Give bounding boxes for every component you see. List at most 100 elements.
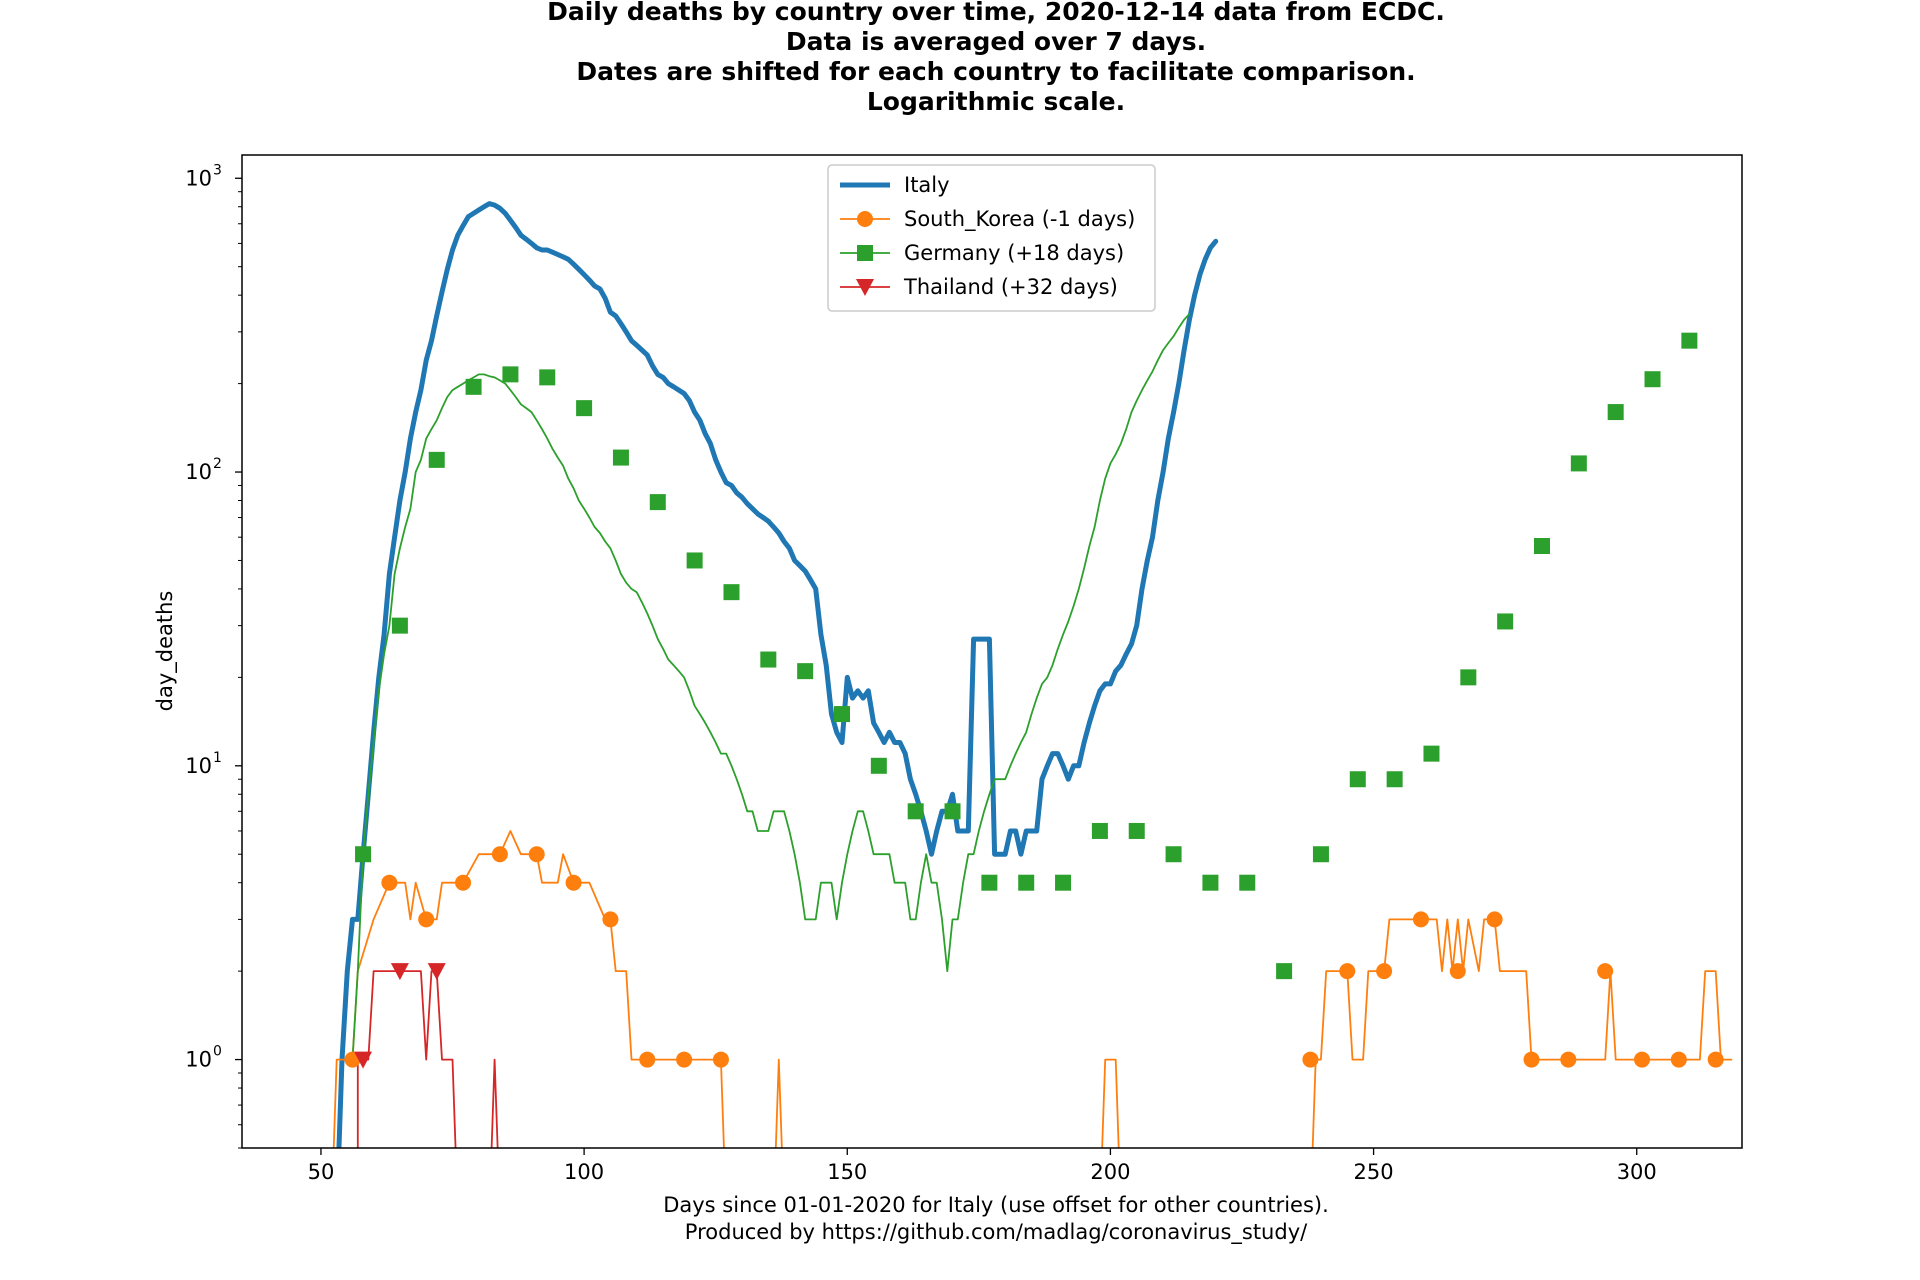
x-tick-label: 300: [1617, 1160, 1657, 1184]
data-point: [1202, 874, 1219, 891]
data-point: [491, 846, 508, 863]
data-point: [944, 803, 961, 820]
y-tick-exponent: 2: [213, 456, 222, 472]
x-axis-label-line-2: Produced by https://github.com/madlag/co…: [685, 1220, 1308, 1245]
data-point: [576, 400, 593, 417]
data-point: [1560, 1051, 1577, 1068]
y-tick-label: 10: [185, 754, 212, 778]
series-line-3: [356, 970, 499, 1148]
title-line-1: Daily deaths by country over time, 2020-…: [547, 0, 1445, 26]
data-point: [1412, 911, 1429, 928]
data-point: [1276, 963, 1293, 980]
data-point: [1091, 822, 1108, 839]
legend-label-2: Germany (+18 days): [904, 241, 1124, 265]
data-point: [1055, 874, 1072, 891]
x-tick-label: 250: [1354, 1160, 1394, 1184]
data-point: [1634, 1051, 1650, 1068]
data-point: [502, 366, 519, 383]
data-point: [760, 651, 777, 668]
data-point: [1423, 745, 1440, 762]
title-line-2: Data is averaged over 7 days.: [786, 27, 1206, 56]
data-point: [1239, 874, 1256, 891]
data-point: [1534, 538, 1550, 555]
data-point: [1376, 963, 1393, 980]
data-point: [355, 846, 372, 863]
legend: Italy South_Korea (-1 days) Germany (+18 d…: [827, 164, 1156, 312]
marker-layer: [344, 332, 1724, 1069]
data-point: [639, 1051, 656, 1068]
legend-label-1: South_Korea (-1 days): [904, 207, 1135, 232]
data-point: [565, 874, 582, 891]
x-tick-label: 150: [827, 1160, 867, 1184]
chart-title: Daily deaths by country over time, 2020-…: [547, 0, 1445, 116]
data-point: [1312, 846, 1329, 863]
data-point: [391, 617, 408, 634]
data-point: [1681, 332, 1698, 349]
legend-marker-3: [856, 279, 874, 296]
legend-label-3: Thailand (+32 days): [903, 275, 1118, 299]
legend-box: [827, 164, 1156, 312]
x-tick-label: 50: [308, 1160, 335, 1184]
data-point: [1386, 771, 1403, 788]
title-line-3: Dates are shifted for each country to fa…: [576, 57, 1415, 86]
data-point: [712, 1051, 729, 1068]
data-point: [1486, 911, 1503, 928]
data-point: [539, 369, 556, 386]
data-point: [723, 584, 740, 601]
x-tick-label: 100: [564, 1160, 604, 1184]
data-point: [1644, 371, 1661, 388]
data-point: [834, 706, 850, 723]
data-point: [390, 963, 409, 981]
data-point: [1607, 404, 1624, 421]
data-point: [981, 874, 998, 891]
series-line-0: [336, 201, 1219, 1148]
data-point: [465, 378, 482, 395]
y-tick-exponent: 3: [213, 162, 222, 178]
plot-frame: [241, 154, 1743, 1149]
y-tick-label: 10: [185, 166, 212, 190]
data-point: [1460, 669, 1477, 686]
y-tick-label: 10: [185, 460, 212, 484]
data-point: [1523, 1051, 1540, 1068]
data-point: [676, 1051, 693, 1068]
data-point: [1449, 963, 1466, 980]
data-point: [797, 663, 814, 680]
y-tick-exponent: 0: [213, 1044, 222, 1060]
data-point: [1597, 963, 1614, 980]
series-line-2: [351, 313, 1191, 1061]
data-point: [1670, 1051, 1687, 1068]
data-point: [686, 552, 703, 569]
data-point: [1339, 963, 1356, 980]
data-point: [1707, 1051, 1724, 1068]
y-tick-label: 10: [185, 1048, 212, 1072]
data-point: [907, 803, 924, 820]
y-tick-exponent: 1: [213, 750, 222, 766]
series-layer: [332, 201, 1733, 1148]
data-point: [602, 911, 619, 928]
data-point: [870, 757, 887, 774]
data-point: [418, 911, 435, 928]
data-point: [1302, 1051, 1319, 1068]
data-point: [1128, 822, 1145, 839]
data-point: [428, 451, 445, 468]
y-axis-label: day_deaths: [153, 591, 178, 712]
data-point: [612, 449, 629, 466]
legend-label-0: Italy: [904, 173, 950, 197]
data-point: [1349, 771, 1366, 788]
data-point: [455, 874, 472, 891]
data-point: [1570, 455, 1587, 472]
x-axis: 50 100 150 200 250 300: [308, 1148, 1657, 1184]
legend-marker-2: [857, 245, 873, 261]
data-point: [354, 1051, 373, 1069]
data-point: [427, 963, 446, 981]
data-point: [1165, 846, 1182, 863]
data-point: [1497, 613, 1514, 630]
x-tick-label: 200: [1090, 1160, 1130, 1184]
data-point: [381, 874, 398, 891]
legend-marker-1: [857, 211, 873, 227]
title-line-4: Logarithmic scale.: [867, 87, 1125, 116]
data-point: [1018, 874, 1035, 891]
data-point: [528, 846, 545, 863]
